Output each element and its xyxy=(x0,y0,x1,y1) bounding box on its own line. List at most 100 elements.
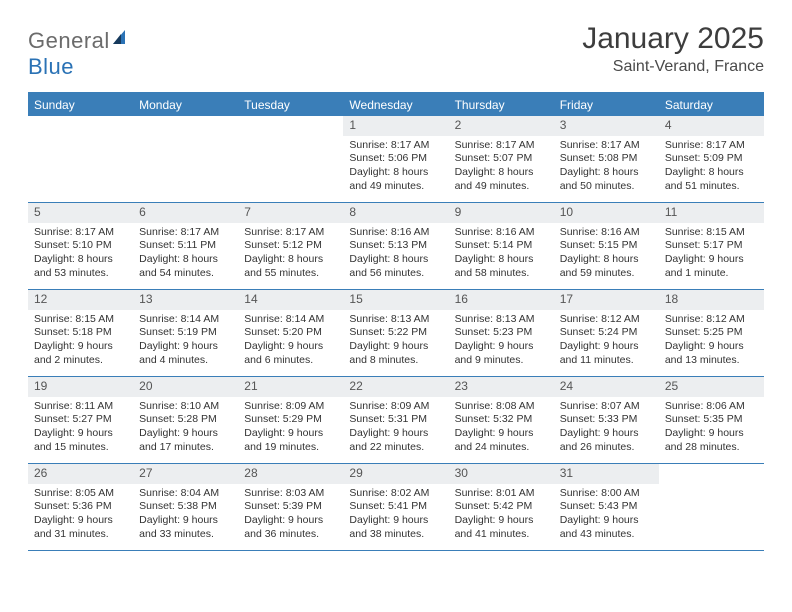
day-cell: 12Sunrise: 8:15 AMSunset: 5:18 PMDayligh… xyxy=(28,290,133,376)
day-number: 19 xyxy=(28,377,133,397)
day-number: 11 xyxy=(659,203,764,223)
daylight-text-1: Daylight: 9 hours xyxy=(349,427,442,441)
day-cell: 15Sunrise: 8:13 AMSunset: 5:22 PMDayligh… xyxy=(343,290,448,376)
day-number: 17 xyxy=(554,290,659,310)
daylight-text-2: and 24 minutes. xyxy=(455,441,548,455)
sunrise-text: Sunrise: 8:12 AM xyxy=(560,313,653,327)
day-cell: 31Sunrise: 8:00 AMSunset: 5:43 PMDayligh… xyxy=(554,464,659,550)
week-row: 19Sunrise: 8:11 AMSunset: 5:27 PMDayligh… xyxy=(28,377,764,464)
day-cell xyxy=(238,116,343,202)
daylight-text-2: and 28 minutes. xyxy=(665,441,758,455)
sunrise-text: Sunrise: 8:17 AM xyxy=(244,226,337,240)
day-cell: 20Sunrise: 8:10 AMSunset: 5:28 PMDayligh… xyxy=(133,377,238,463)
daylight-text-2: and 22 minutes. xyxy=(349,441,442,455)
sunrise-text: Sunrise: 8:08 AM xyxy=(455,400,548,414)
day-number: 10 xyxy=(554,203,659,223)
daylight-text-2: and 4 minutes. xyxy=(139,354,232,368)
daylight-text-1: Daylight: 9 hours xyxy=(349,340,442,354)
daylight-text-2: and 55 minutes. xyxy=(244,267,337,281)
weeks-container: 1Sunrise: 8:17 AMSunset: 5:06 PMDaylight… xyxy=(28,116,764,551)
day-cell: 11 Sunrise: 8:15 AMSunset: 5:17 PMDayligh… xyxy=(659,203,764,289)
sunrise-text: Sunrise: 8:06 AM xyxy=(665,400,758,414)
day-cell: 25Sunrise: 8:06 AMSunset: 5:35 PMDayligh… xyxy=(659,377,764,463)
daylight-text-1: Daylight: 9 hours xyxy=(560,427,653,441)
daylight-text-1: Daylight: 9 hours xyxy=(560,340,653,354)
daylight-text-1: Daylight: 8 hours xyxy=(34,253,127,267)
day-number: 13 xyxy=(133,290,238,310)
day-number: 6 xyxy=(133,203,238,223)
daylight-text-1: Daylight: 9 hours xyxy=(139,514,232,528)
day-cell: 17Sunrise: 8:12 AMSunset: 5:24 PMDayligh… xyxy=(554,290,659,376)
sunset-text: Sunset: 5:17 PM xyxy=(665,239,758,253)
daylight-text-1: Daylight: 9 hours xyxy=(34,427,127,441)
daylight-text-2: and 49 minutes. xyxy=(349,180,442,194)
day-number: 18 xyxy=(659,290,764,310)
brand-part1: General xyxy=(28,28,110,53)
day-number: 12 xyxy=(28,290,133,310)
day-cell: 19 Sunrise: 8:11 AMSunset: 5:27 PMDayligh… xyxy=(28,377,133,463)
daylight-text-1: Daylight: 9 hours xyxy=(139,340,232,354)
daylight-text-2: and 33 minutes. xyxy=(139,528,232,542)
day-cell xyxy=(28,116,133,202)
sunset-text: Sunset: 5:33 PM xyxy=(560,413,653,427)
day-number: 23 xyxy=(449,377,554,397)
daylight-text-2: and 43 minutes. xyxy=(560,528,653,542)
day-cell: 21Sunrise: 8:09 AMSunset: 5:29 PMDayligh… xyxy=(238,377,343,463)
week-row: 1Sunrise: 8:17 AMSunset: 5:06 PMDaylight… xyxy=(28,116,764,203)
day-number: 30 xyxy=(449,464,554,484)
sunset-text: Sunset: 5:28 PM xyxy=(139,413,232,427)
week-row: 26Sunrise: 8:05 AMSunset: 5:36 PMDayligh… xyxy=(28,464,764,551)
daylight-text-1: Daylight: 8 hours xyxy=(349,253,442,267)
daylight-text-2: and 8 minutes. xyxy=(349,354,442,368)
sunrise-text: Sunrise: 8:14 AM xyxy=(139,313,232,327)
day-cell: 16Sunrise: 8:13 AMSunset: 5:23 PMDayligh… xyxy=(449,290,554,376)
sunrise-text: Sunrise: 8:03 AM xyxy=(244,487,337,501)
daylight-text-2: and 2 minutes. xyxy=(34,354,127,368)
sunset-text: Sunset: 5:12 PM xyxy=(244,239,337,253)
brand-text: GeneralBlue xyxy=(28,28,130,80)
daylight-text-2: and 15 minutes. xyxy=(34,441,127,455)
daylight-text-1: Daylight: 9 hours xyxy=(349,514,442,528)
brand-logo: GeneralBlue xyxy=(28,22,130,80)
daylight-text-2: and 38 minutes. xyxy=(349,528,442,542)
day-number: 31 xyxy=(554,464,659,484)
daylight-text-2: and 54 minutes. xyxy=(139,267,232,281)
day-cell: 27Sunrise: 8:04 AMSunset: 5:38 PMDayligh… xyxy=(133,464,238,550)
daylight-text-1: Daylight: 8 hours xyxy=(665,166,758,180)
day-number: 22 xyxy=(343,377,448,397)
sunset-text: Sunset: 5:19 PM xyxy=(139,326,232,340)
sunset-text: Sunset: 5:27 PM xyxy=(34,413,127,427)
daylight-text-2: and 26 minutes. xyxy=(560,441,653,455)
daylight-text-1: Daylight: 9 hours xyxy=(455,427,548,441)
day-number: 15 xyxy=(343,290,448,310)
sunrise-text: Sunrise: 8:13 AM xyxy=(349,313,442,327)
sunrise-text: Sunrise: 8:00 AM xyxy=(560,487,653,501)
sunset-text: Sunset: 5:07 PM xyxy=(455,152,548,166)
sunrise-text: Sunrise: 8:15 AM xyxy=(665,226,758,240)
title-block: January 2025 Saint-Verand, France xyxy=(582,22,764,76)
sunset-text: Sunset: 5:35 PM xyxy=(665,413,758,427)
sunset-text: Sunset: 5:29 PM xyxy=(244,413,337,427)
sunrise-text: Sunrise: 8:11 AM xyxy=(34,400,127,414)
day-number: 26 xyxy=(28,464,133,484)
sunrise-text: Sunrise: 8:01 AM xyxy=(455,487,548,501)
sunset-text: Sunset: 5:25 PM xyxy=(665,326,758,340)
day-number: 1 xyxy=(343,116,448,136)
calendar-page: GeneralBlue January 2025 Saint-Verand, F… xyxy=(0,0,792,573)
week-row: 5Sunrise: 8:17 AMSunset: 5:10 PMDaylight… xyxy=(28,203,764,290)
weekday-header: Saturday xyxy=(659,94,764,116)
daylight-text-2: and 56 minutes. xyxy=(349,267,442,281)
day-cell: 5Sunrise: 8:17 AMSunset: 5:10 PMDaylight… xyxy=(28,203,133,289)
daylight-text-1: Daylight: 9 hours xyxy=(560,514,653,528)
sunset-text: Sunset: 5:09 PM xyxy=(665,152,758,166)
brand-part2: Blue xyxy=(28,54,74,79)
day-number: 27 xyxy=(133,464,238,484)
sunset-text: Sunset: 5:38 PM xyxy=(139,500,232,514)
sunrise-text: Sunrise: 8:07 AM xyxy=(560,400,653,414)
sunrise-text: Sunrise: 8:17 AM xyxy=(349,139,442,153)
day-number: 16 xyxy=(449,290,554,310)
sunrise-text: Sunrise: 8:09 AM xyxy=(349,400,442,414)
sunrise-text: Sunrise: 8:17 AM xyxy=(560,139,653,153)
daylight-text-1: Daylight: 9 hours xyxy=(665,253,758,267)
day-cell xyxy=(133,116,238,202)
